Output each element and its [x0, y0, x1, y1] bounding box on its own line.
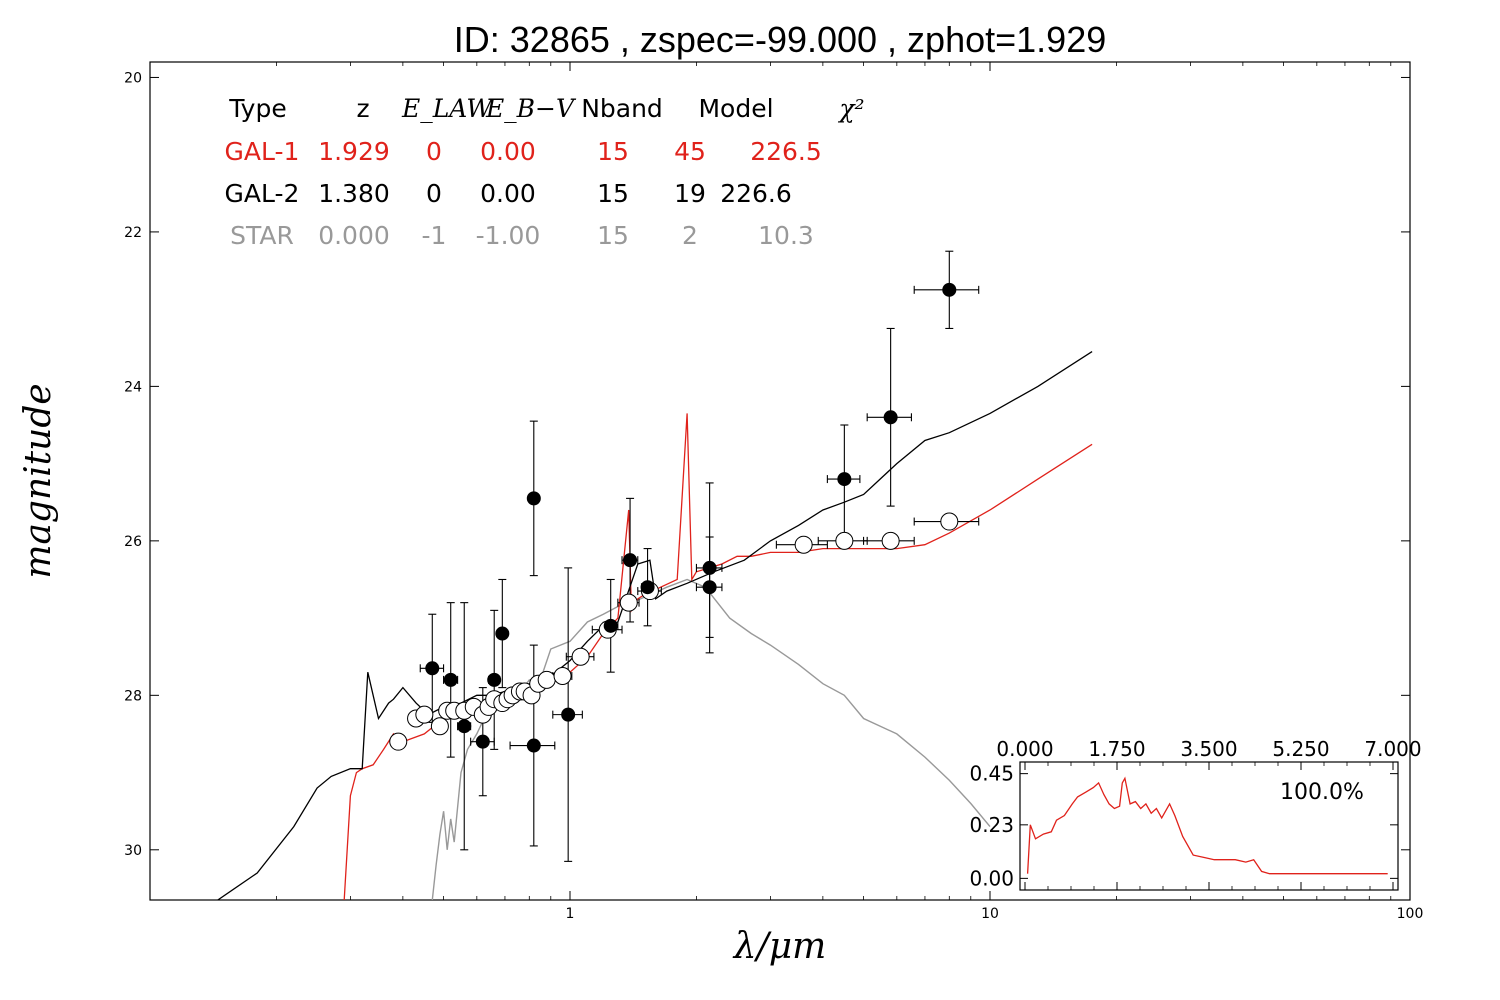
table-cell: 0: [426, 137, 442, 166]
model-spectra: [217, 351, 1093, 900]
table-cell: 0.00: [480, 179, 536, 208]
table-cell: 15: [597, 179, 629, 208]
inset-line: [1026, 776, 1388, 875]
y-tick-label: 20: [124, 70, 142, 86]
inset-y-tick-label: 0.23: [969, 813, 1014, 837]
table-cell: -1: [422, 221, 447, 250]
inset-x-tick-label: 1.750: [1088, 737, 1145, 761]
table-cell: 1.929: [318, 137, 390, 166]
observed-point: [837, 472, 852, 487]
observed-point: [702, 560, 717, 575]
table-header-model: Model: [698, 94, 773, 123]
table-cell: 2: [682, 221, 698, 250]
table-header-nband: Nband: [581, 94, 663, 123]
observed-point: [487, 672, 502, 687]
model-point: [794, 535, 813, 554]
table-cell: STAR: [230, 221, 294, 250]
y-tick-label: 24: [124, 379, 142, 395]
observed-errorbars: [392, 250, 980, 862]
observed-point: [623, 553, 638, 568]
table-cell: 226.6: [720, 179, 792, 208]
table-cell: 1.380: [318, 179, 390, 208]
table-cell: 226.5: [750, 137, 822, 166]
observed-point: [942, 282, 957, 297]
series-line-star: [431, 578, 991, 900]
y-tick-label: 26: [124, 534, 142, 550]
chart-title: ID: 32865 , zspec=-99.000 , zphot=1.929: [454, 19, 1106, 60]
photometry-points: [389, 282, 959, 753]
table-header-elaw: E_LAW: [401, 94, 494, 123]
table-cell: 0.000: [318, 221, 390, 250]
x-axis-ticks: 1 10 100: [276, 62, 1423, 922]
inset-y-tick-label: 0.45: [969, 762, 1014, 786]
model-point: [835, 531, 854, 550]
model-point: [415, 705, 434, 724]
model-point: [430, 717, 449, 736]
inset-x-tick-label: 7.000: [1364, 737, 1421, 761]
table-cell: 15: [597, 221, 629, 250]
inset-axis-ticks: 0.000 1.750 3.500 5.250 7.000 0.00 0.23 0.45: [969, 737, 1421, 890]
model-point: [571, 647, 590, 666]
table-cell: 10.3: [758, 221, 814, 250]
observed-point: [883, 410, 898, 425]
model-point: [940, 512, 959, 531]
y-tick-label: 22: [124, 225, 142, 241]
table-header-chi2: χ²: [837, 94, 864, 123]
observed-point: [443, 672, 458, 687]
observed-point: [561, 707, 576, 722]
y-axis-label: magnitude: [18, 383, 59, 578]
inset-pdz-curve: [1026, 776, 1388, 875]
observed-point: [425, 661, 440, 676]
observed-point: [457, 719, 472, 734]
x-tick-label: 100: [1397, 906, 1424, 922]
table-header-type: Type: [228, 94, 286, 123]
observed-point: [475, 734, 490, 749]
inset-x-tick-label: 0.000: [996, 737, 1053, 761]
table-cell: -1.00: [476, 221, 541, 250]
inset-x-tick-label: 3.500: [1180, 737, 1237, 761]
observed-point: [640, 580, 655, 595]
observed-point: [702, 580, 717, 595]
table-header-ebv: E_B−V: [485, 94, 577, 123]
model-point: [619, 593, 638, 612]
table-cell: 0: [426, 179, 442, 208]
inset-annotation: 100.0%: [1280, 780, 1364, 805]
y-tick-label: 28: [124, 688, 142, 704]
model-point: [537, 670, 556, 689]
model-point: [881, 531, 900, 550]
model-point: [389, 732, 408, 751]
inset-y-tick-label: 0.00: [969, 866, 1014, 890]
observed-point: [495, 626, 510, 641]
inset-x-tick-label: 5.250: [1272, 737, 1329, 761]
table-header-z: z: [356, 94, 369, 123]
table-cell: GAL-2: [225, 179, 300, 208]
observed-point: [526, 738, 541, 753]
observed-point: [526, 491, 541, 506]
table-cell: 45: [674, 137, 706, 166]
y-tick-label: 30: [124, 843, 142, 859]
plot-frame: [149, 61, 1411, 901]
table-cell: GAL-1: [225, 137, 300, 166]
table-cell: 19: [674, 179, 706, 208]
observed-point: [603, 618, 618, 633]
table-cell: 15: [597, 137, 629, 166]
x-tick-label: 10: [981, 906, 999, 922]
table-cell: 0.00: [480, 137, 536, 166]
x-tick-label: 1: [566, 906, 575, 922]
model-point: [553, 667, 572, 686]
pdz-inset: 0.000 1.750 3.500 5.250 7.000 0.00 0.23 0.45 10…: [969, 737, 1422, 891]
x-axis-label: λ/μm: [732, 926, 826, 967]
inset-frame: [1019, 761, 1399, 891]
